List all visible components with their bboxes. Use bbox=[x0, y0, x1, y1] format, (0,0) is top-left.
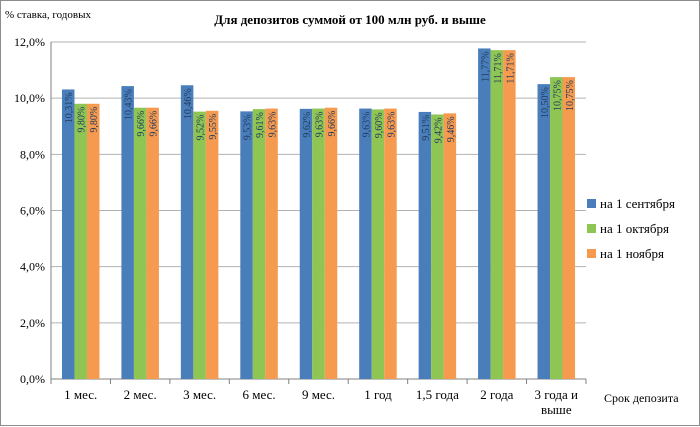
data-label: 9,51% bbox=[421, 115, 432, 141]
data-label: 9,66% bbox=[327, 111, 338, 137]
data-label: 10,43% bbox=[124, 89, 135, 120]
bar bbox=[431, 114, 444, 379]
bar bbox=[146, 107, 159, 379]
bar bbox=[74, 103, 87, 380]
y-tick-label: 6,0% bbox=[20, 204, 45, 218]
bar bbox=[299, 108, 313, 380]
bar bbox=[133, 107, 147, 379]
x-tick-label: 1 мес. bbox=[64, 387, 97, 402]
x-tick-label: 2 года bbox=[480, 387, 513, 402]
bar bbox=[252, 109, 266, 379]
chart-title: Для депозитов суммой от 100 млн руб. и в… bbox=[214, 12, 486, 27]
bar bbox=[61, 89, 75, 380]
x-tick-label: 6 мес. bbox=[243, 387, 276, 402]
data-label: 9,80% bbox=[89, 107, 100, 133]
bar bbox=[478, 48, 491, 379]
x-tick-label: 3 года и bbox=[535, 387, 579, 402]
y-axis-label: % ставка, годовых bbox=[5, 9, 91, 21]
data-label: 9,52% bbox=[196, 115, 207, 141]
data-label: 9,80% bbox=[77, 107, 88, 133]
legend-swatch bbox=[587, 249, 596, 258]
x-axis-label: Срок депозита bbox=[604, 391, 679, 405]
bars bbox=[61, 48, 576, 380]
data-label: 9,63% bbox=[268, 112, 279, 138]
bar bbox=[86, 103, 100, 380]
data-label: 9,42% bbox=[433, 117, 444, 143]
bar bbox=[240, 111, 253, 379]
data-label: 9,66% bbox=[149, 111, 160, 137]
data-label: 9,55% bbox=[208, 114, 219, 140]
y-tick-label: 2,0% bbox=[20, 316, 45, 330]
data-label: 9,63% bbox=[386, 112, 397, 138]
x-tick-label: 3 мес. bbox=[183, 387, 216, 402]
data-label: 11,77% bbox=[480, 51, 491, 81]
bar bbox=[537, 84, 551, 379]
y-tick-label: 12,0% bbox=[14, 35, 45, 49]
data-label: 10,31% bbox=[64, 92, 75, 123]
data-label: 10,50% bbox=[540, 87, 551, 118]
x-tick-label: выше bbox=[541, 402, 572, 417]
y-tick-label: 4,0% bbox=[20, 260, 45, 274]
y-tick-label: 8,0% bbox=[20, 147, 45, 161]
data-label: 11,71% bbox=[493, 53, 504, 83]
y-tick-label: 0,0% bbox=[20, 372, 45, 386]
bar bbox=[550, 77, 563, 380]
bar bbox=[443, 113, 457, 379]
bar bbox=[121, 86, 134, 380]
bar bbox=[324, 107, 338, 379]
data-label: 9,63% bbox=[361, 112, 372, 138]
data-label: 9,53% bbox=[243, 114, 254, 140]
y-tick-label: 10,0% bbox=[14, 91, 45, 105]
bar bbox=[384, 108, 397, 380]
bar bbox=[371, 109, 385, 380]
bar bbox=[265, 108, 278, 380]
legend-swatch bbox=[587, 199, 596, 208]
bar bbox=[503, 50, 516, 379]
data-label: 9,63% bbox=[315, 112, 326, 138]
legend: на 1 сентября на 1 октября на 1 ноября bbox=[587, 196, 675, 261]
legend-label: на 1 ноября bbox=[600, 246, 664, 261]
bar bbox=[312, 108, 325, 380]
data-label: 9,60% bbox=[374, 112, 385, 138]
data-label: 9,46% bbox=[446, 116, 457, 142]
data-label: 9,62% bbox=[302, 112, 313, 138]
bar bbox=[562, 77, 576, 380]
bar bbox=[418, 111, 432, 380]
x-tick-labels: 1 мес. 2 мес. 3 мес. 6 мес. 9 мес. 1 год 1,5 г… bbox=[64, 387, 578, 417]
data-label: 9,66% bbox=[136, 111, 147, 137]
x-tick-label: 2 мес. bbox=[124, 387, 157, 402]
legend-label: на 1 сентября bbox=[600, 196, 675, 211]
x-tick-label: 1,5 года bbox=[416, 387, 459, 402]
legend-swatch bbox=[587, 224, 596, 233]
data-label: 9,61% bbox=[255, 112, 266, 138]
data-label: 10,75% bbox=[565, 80, 576, 111]
legend-label: на 1 октября bbox=[600, 221, 669, 236]
data-label: 10,46% bbox=[183, 88, 194, 119]
bar bbox=[193, 111, 206, 379]
x-tick-label: 1 год bbox=[364, 387, 392, 402]
bar bbox=[205, 110, 219, 379]
x-tick-label: 9 мес. bbox=[302, 387, 335, 402]
y-tick-labels: 0,0% 2,0% 4,0% 6,0% 8,0% 10,0% 12,0% bbox=[14, 35, 45, 386]
bar bbox=[359, 108, 372, 380]
data-label: 10,75% bbox=[552, 80, 563, 111]
bar bbox=[490, 50, 504, 379]
data-label: 11,71% bbox=[505, 53, 516, 83]
data-labels: 10,31% 9,80% 9,80% 10,43%9,66% 9,66%10,46%9,… bbox=[64, 51, 576, 143]
bar bbox=[180, 85, 194, 379]
